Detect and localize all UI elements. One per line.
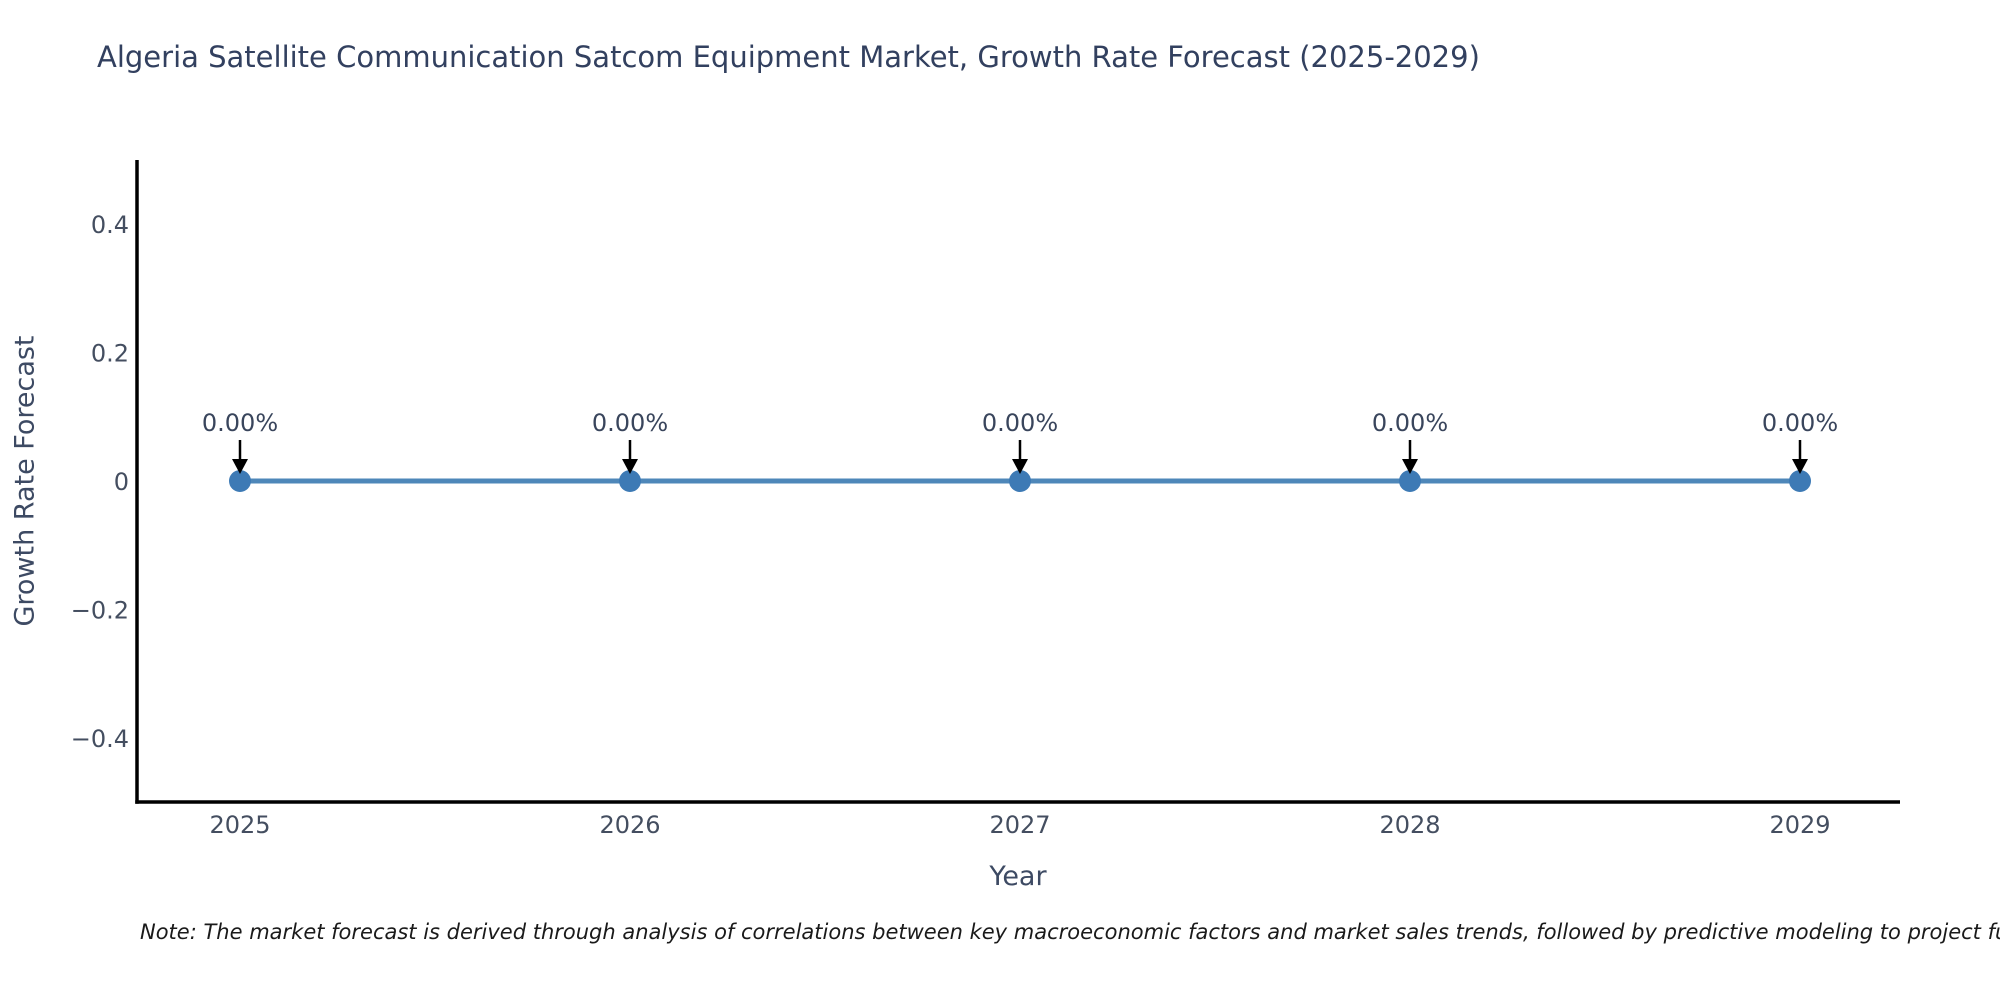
y-tick-label: 0 (114, 468, 129, 496)
annotation-arrow-head (622, 459, 638, 474)
y-tick-label: −0.4 (71, 725, 129, 753)
footnote: Note: The market forecast is derived thr… (140, 920, 2000, 944)
data-point-label: 0.00% (1762, 409, 1838, 437)
data-point-marker (1009, 470, 1031, 492)
x-tick-label: 2026 (599, 811, 660, 839)
data-point-marker (229, 470, 251, 492)
y-tick-label: 0.2 (91, 340, 129, 368)
data-point-label: 0.00% (982, 409, 1058, 437)
data-point-label: 0.00% (202, 409, 278, 437)
data-point-marker (1789, 470, 1811, 492)
chart-title: Algeria Satellite Communication Satcom E… (97, 40, 1480, 74)
data-point-label: 0.00% (592, 409, 668, 437)
annotation-arrow-head (1792, 459, 1808, 474)
annotation-arrow-head (1012, 459, 1028, 474)
x-tick-label: 2029 (1769, 811, 1830, 839)
x-axis-title: Year (989, 861, 1047, 892)
x-tick-label: 2027 (989, 811, 1050, 839)
x-tick-label: 2028 (1379, 811, 1440, 839)
annotation-arrow-head (1402, 459, 1418, 474)
data-point-marker (1399, 470, 1421, 492)
data-point-label: 0.00% (1372, 409, 1448, 437)
annotation-arrow-head (232, 459, 248, 474)
y-tick-label: 0.4 (91, 211, 129, 239)
y-tick-label: −0.2 (71, 596, 129, 624)
x-tick-label: 2025 (209, 811, 270, 839)
data-point-marker (619, 470, 641, 492)
